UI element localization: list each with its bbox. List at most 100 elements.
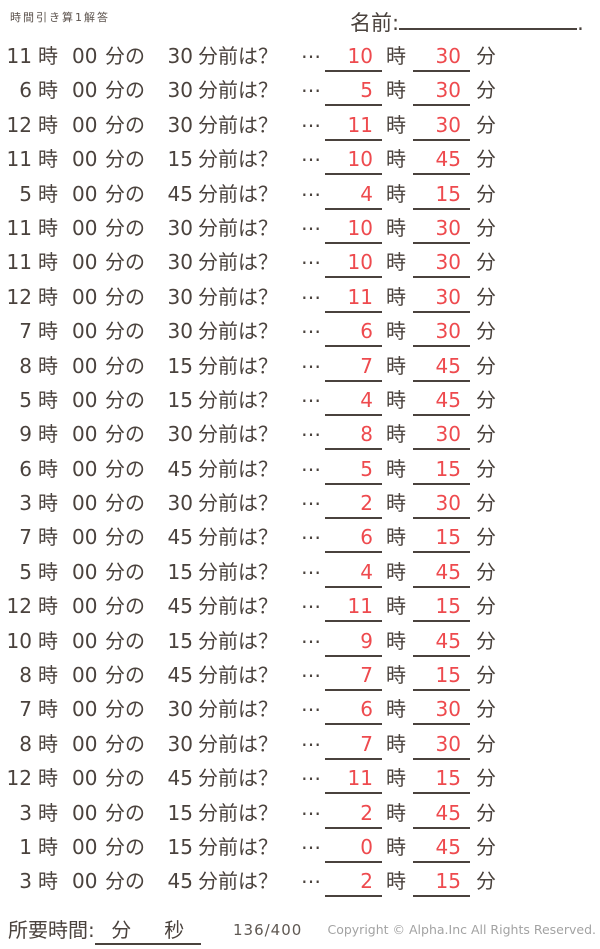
before-question-kanji: 分前は？ <box>198 594 278 619</box>
ellipsis: … <box>301 176 321 201</box>
question-hour: 6 <box>19 78 32 103</box>
problem-row: 3 時 00 分の 30 分前は？ … 2 時 30 分 <box>0 487 600 526</box>
answer-minute-kanji: 分 <box>476 353 496 378</box>
answer-minute-kanji: 分 <box>476 112 496 137</box>
answer-minute-kanji: 分 <box>476 422 496 447</box>
answer-minutes: 30 <box>413 698 470 726</box>
before-question-kanji: 分前は？ <box>198 697 278 722</box>
before-question-kanji: 分前は？ <box>198 319 278 344</box>
footer: 所要時間: 分 秒 136/400 Copyright © Alpha.Inc … <box>0 906 600 949</box>
before-question-kanji: 分前は？ <box>198 215 278 240</box>
minutes-no-kanji: 分の <box>105 559 145 584</box>
answer-minutes: 45 <box>413 148 470 176</box>
minutes-no-kanji: 分の <box>105 663 145 688</box>
question-minutes: 30 <box>167 112 193 137</box>
hour-kanji: 時 <box>38 525 58 550</box>
answer-minutes: 45 <box>413 835 470 863</box>
minutes-no-kanji: 分の <box>105 353 145 378</box>
answer-hour: 7 <box>325 732 382 760</box>
question-hour: 1 <box>19 834 32 859</box>
answer-hour-kanji: 時 <box>386 387 406 412</box>
problem-row: 6 時 00 分の 45 分前は？ … 5 時 15 分 <box>0 452 600 492</box>
answer-minute-kanji: 分 <box>476 78 496 103</box>
answer-minutes: 15 <box>413 526 470 554</box>
question-hour: 7 <box>19 319 32 344</box>
answer-minutes: 30 <box>413 251 470 279</box>
ellipsis: … <box>301 726 321 751</box>
answer-hour-kanji: 時 <box>386 78 406 103</box>
minutes-no-kanji: 分の <box>105 112 145 137</box>
minutes-no-kanji: 分の <box>105 44 145 68</box>
question-minutes: 45 <box>167 869 193 894</box>
question-minutes: 30 <box>167 215 193 240</box>
question-minutes: 15 <box>167 628 193 653</box>
answer-minute-kanji: 分 <box>476 766 496 791</box>
answer-hour-kanji: 時 <box>386 353 406 378</box>
ellipsis: … <box>301 39 321 63</box>
problem-row: 8 時 00 分の 15 分前は？ … 7 時 45 分 <box>0 349 600 389</box>
answer-minutes: 45 <box>413 801 470 829</box>
minutes-no-kanji: 分の <box>105 525 145 550</box>
before-question-kanji: 分前は？ <box>198 663 278 688</box>
problem-row: 11 時 00 分の 30 分前は？ … 10 時 30 分 <box>0 40 600 79</box>
minutes-no-kanji: 分の <box>105 387 145 412</box>
question-minutes: 30 <box>167 284 193 309</box>
question-hour: 6 <box>19 456 32 481</box>
question-zero-min: 00 <box>72 147 98 172</box>
question-zero-min: 00 <box>72 525 98 550</box>
question-zero-min: 00 <box>72 215 98 240</box>
question-zero-min: 00 <box>72 697 98 722</box>
ellipsis: … <box>301 864 321 889</box>
ellipsis: … <box>301 520 321 545</box>
problem-row: 8 時 00 分の 30 分前は？ … 7 時 30 分 <box>0 727 600 767</box>
problem-row: 12 時 00 分の 30 分前は？ … 11 時 30 分 <box>0 108 600 148</box>
ellipsis: … <box>301 279 321 304</box>
ellipsis: … <box>301 417 321 442</box>
minutes-no-kanji: 分の <box>105 594 145 619</box>
hour-kanji: 時 <box>38 250 58 275</box>
question-hour: 11 <box>6 44 32 68</box>
minutes-no-kanji: 分の <box>105 78 145 103</box>
answer-hour-kanji: 時 <box>386 594 406 619</box>
before-question-kanji: 分前は？ <box>198 112 278 137</box>
elapsed-time-line: 分 秒 <box>94 914 201 945</box>
minutes-no-kanji: 分の <box>105 147 145 172</box>
before-question-kanji: 分前は？ <box>198 559 278 584</box>
hour-kanji: 時 <box>38 147 58 172</box>
problem-row: 3 時 00 分の 15 分前は？ … 2 時 45 分 <box>0 796 600 836</box>
ellipsis: … <box>301 73 321 98</box>
question-minutes: 30 <box>167 422 193 447</box>
question-zero-min: 00 <box>72 628 98 653</box>
answer-minute-kanji: 分 <box>476 628 496 653</box>
minutes-no-kanji: 分の <box>105 422 145 447</box>
ellipsis: … <box>301 142 321 167</box>
problem-row: 7 時 00 分の 30 分前は？ … 6 時 30 分 <box>0 315 600 354</box>
answer-minute-kanji: 分 <box>476 319 496 344</box>
problem-row: 11 時 00 分の 30 分前は？ … 10 時 30 分 <box>0 246 600 285</box>
answer-minute-kanji: 分 <box>476 559 496 584</box>
answer-hour: 10 <box>325 216 382 244</box>
answer-hour: 4 <box>325 182 382 210</box>
question-zero-min: 00 <box>72 594 98 619</box>
question-zero-min: 00 <box>72 353 98 378</box>
answer-hour-kanji: 時 <box>386 766 406 791</box>
question-hour: 12 <box>6 112 32 137</box>
question-zero-min: 00 <box>72 491 98 516</box>
ellipsis: … <box>301 107 321 132</box>
ellipsis: … <box>301 829 321 854</box>
question-hour: 5 <box>19 387 32 412</box>
ellipsis: … <box>301 314 321 339</box>
answer-hour-kanji: 時 <box>386 319 406 344</box>
answer-hour: 6 <box>325 320 382 348</box>
answer-minute-kanji: 分 <box>476 663 496 688</box>
answer-hour-kanji: 時 <box>386 147 406 172</box>
hour-kanji: 時 <box>38 663 58 688</box>
question-minutes: 15 <box>167 834 193 859</box>
question-zero-min: 00 <box>72 559 98 584</box>
question-minutes: 30 <box>167 250 193 275</box>
elapsed-time-block: 所要時間: 分 秒 <box>8 914 201 945</box>
question-zero-min: 00 <box>72 766 98 791</box>
hour-kanji: 時 <box>38 284 58 309</box>
before-question-kanji: 分前は？ <box>198 834 278 859</box>
before-question-kanji: 分前は？ <box>198 491 278 516</box>
